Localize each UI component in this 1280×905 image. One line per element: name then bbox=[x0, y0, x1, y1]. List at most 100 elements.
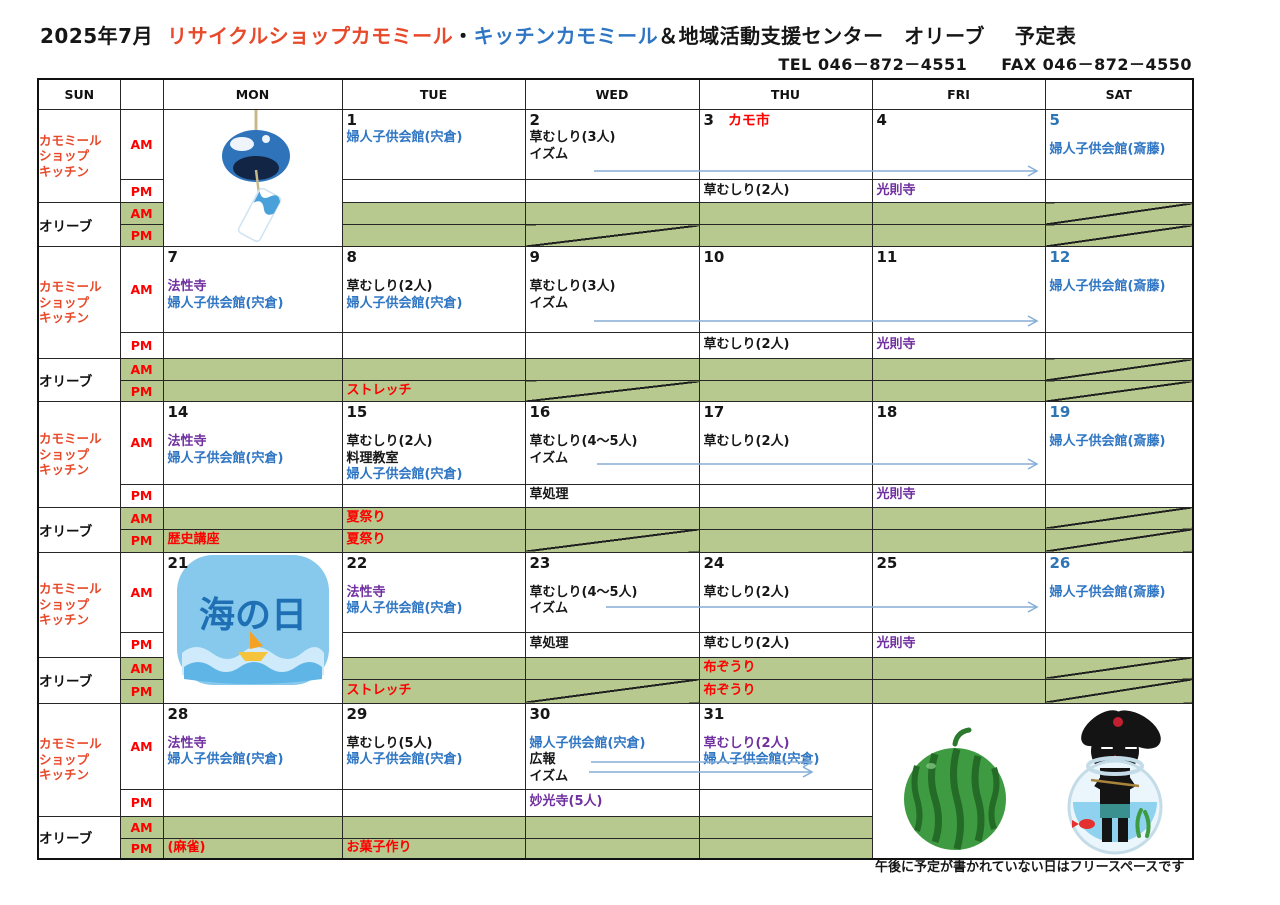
day-number: 8 bbox=[346, 248, 357, 266]
cell-week2-FRI-olive-am bbox=[871, 358, 1046, 381]
cell-week1-FRI-am: 4 bbox=[871, 109, 1046, 180]
event-entry: 草むしり(2人) bbox=[346, 279, 433, 294]
event-entry: 草むしり(4～5人) bbox=[529, 434, 638, 449]
label-am-olive-week5: AM bbox=[119, 815, 164, 839]
event-entry: 光則寺 bbox=[876, 337, 916, 353]
label-shop-week5: カモミール ショップ キッチン bbox=[37, 702, 121, 817]
event-entry: 草処理 bbox=[529, 487, 569, 503]
event-entry: 婦人子供会館(宍倉) bbox=[703, 752, 820, 767]
header-wed: WED bbox=[524, 78, 700, 110]
label-shop-week1: カモミール ショップ キッチン bbox=[37, 109, 121, 203]
watermelon-rabbit-illustration bbox=[873, 704, 1192, 856]
event-entry: 布ぞうり bbox=[703, 682, 756, 698]
cell-week1-WED-pm bbox=[524, 179, 700, 203]
cell-week3-TUE-pm bbox=[341, 483, 526, 508]
event-entry: 草むしり(3人) bbox=[529, 279, 616, 294]
wind-chime-illustration bbox=[164, 110, 341, 243]
label-olive-week1: オリーブ bbox=[37, 202, 121, 247]
cell-week2-FRI-pm: 光則寺 bbox=[871, 332, 1046, 359]
cell-week5-MON-olive-am bbox=[162, 815, 343, 839]
label-pm-olive-week1: PM bbox=[119, 224, 164, 247]
cell-week2-THU-olive-pm bbox=[698, 380, 873, 402]
day-number: 3 bbox=[703, 111, 714, 129]
cell-week1-WED-am: 2 草むしり(3人) イズム bbox=[524, 109, 700, 180]
event-entry: イズム bbox=[529, 295, 569, 311]
cell-week1-THU-olive-pm bbox=[698, 224, 873, 247]
event-entry: 広報 bbox=[529, 752, 556, 767]
cell-week4-THU-olive-pm: 布ぞうり bbox=[698, 678, 873, 704]
cell-week4-THU-olive-am: 布ぞうり bbox=[698, 656, 873, 680]
cell-week2-SAT-pm bbox=[1044, 332, 1194, 359]
cell-week1-SAT-pm bbox=[1044, 179, 1194, 203]
header-sat: SAT bbox=[1044, 78, 1194, 110]
label-am-shop-week4: AM bbox=[119, 551, 164, 633]
day-number: 11 bbox=[876, 248, 898, 266]
cell-week3-THU-pm bbox=[698, 483, 873, 508]
cell-week2-SAT-olive-pm bbox=[1044, 380, 1194, 402]
cell-week1-TUE-pm bbox=[341, 179, 526, 203]
footer-note: 午後に予定が書かれていない日はフリースペースです bbox=[875, 860, 1185, 875]
event-entry: 夏祭り bbox=[346, 509, 386, 525]
event-entry: 布ぞうり bbox=[703, 659, 756, 675]
label-pm-shop-week1: PM bbox=[119, 179, 164, 203]
title-suffix: 予定表 bbox=[1014, 24, 1077, 48]
header-thu: THU bbox=[698, 78, 873, 110]
cell-week3-FRI-olive-am bbox=[871, 506, 1046, 530]
label-shop-week3: カモミール ショップ キッチン bbox=[37, 401, 121, 508]
day-number: 10 bbox=[703, 248, 725, 266]
cell-week4-TUE-olive-am bbox=[341, 656, 526, 680]
cell-week1-FRI-olive-am bbox=[871, 202, 1046, 225]
title-separator-dot: ・ bbox=[453, 24, 474, 48]
cell-week5-MON-pm bbox=[162, 788, 343, 817]
cell-week1-TUE-olive-pm bbox=[341, 224, 526, 247]
cell-week4-FRI-olive-am bbox=[871, 656, 1046, 680]
cell-week2-WED-pm bbox=[524, 332, 700, 359]
event-entry: 草むしり(3人) bbox=[529, 130, 616, 145]
cell-week5-WED-olive-pm bbox=[524, 837, 700, 860]
day-badge-kamoichi: カモ市 bbox=[727, 113, 770, 129]
cell-week1-WED-olive-am bbox=[524, 202, 700, 225]
event-entry: 草むしり(5人) bbox=[346, 735, 433, 751]
cell-week4-FRI-pm: 光則寺 bbox=[871, 631, 1046, 658]
cell-week3-MON-pm bbox=[162, 483, 343, 508]
event-entry: 草むしり(2人) bbox=[703, 337, 790, 353]
page-title: 2025年7月 リサイクルショップカモミール・キッチンカモミール＆地域活動支援セン… bbox=[40, 20, 1076, 49]
label-pm-shop-week5: PM bbox=[119, 788, 164, 817]
event-entry: 夏祭り bbox=[346, 532, 386, 548]
cell-week1-FRI-pm: 光則寺 bbox=[871, 179, 1046, 203]
day-number: 31 bbox=[703, 704, 725, 723]
event-entry: (麻雀) bbox=[167, 840, 206, 855]
event-entry: 妙光寺(5人) bbox=[529, 794, 603, 810]
event-entry: 法性寺 bbox=[167, 434, 207, 449]
schedule-table: SUN MON TUE WED THU FRI SAT カモミール ショップ キッチン AM 1 婦人… bbox=[37, 78, 1194, 860]
cell-week5-WED-pm: 妙光寺(5人) bbox=[524, 788, 700, 817]
svg-text:海の日: 海の日 bbox=[198, 595, 306, 636]
cell-week3-SAT-pm bbox=[1044, 483, 1194, 508]
cell-week1-SAT-olive-am bbox=[1044, 202, 1194, 225]
label-shop-week2: カモミール ショップ キッチン bbox=[37, 246, 121, 359]
cell-week4-SAT-am: 26 婦人子供会館(斎藤) bbox=[1044, 551, 1194, 633]
cell-week2-THU-olive-am bbox=[698, 358, 873, 381]
event-entry: 婦人子供会館(斎藤) bbox=[1049, 584, 1166, 600]
cell-week3-TUE-olive-pm: 夏祭り bbox=[341, 528, 526, 553]
cell-week4-THU-pm: 草むしり(2人) bbox=[698, 631, 873, 658]
cell-week5-TUE-olive-am bbox=[341, 815, 526, 839]
cell-week5-TUE-pm bbox=[341, 788, 526, 817]
event-entry: 草むしり(2人) bbox=[703, 735, 790, 751]
cell-week3-THU-olive-am bbox=[698, 506, 873, 530]
label-am-shop-week5: AM bbox=[119, 702, 164, 790]
cell-week5-MON-olive-pm: (麻雀) bbox=[162, 837, 343, 860]
event-entry: 婦人子供会館(宍倉) bbox=[346, 752, 463, 767]
cell-week2-TUE-olive-am bbox=[341, 358, 526, 381]
day-number: 22 bbox=[346, 553, 368, 572]
day-number: 17 bbox=[703, 403, 725, 421]
cell-week4-FRI-am: 25 bbox=[871, 551, 1046, 633]
title-recycle-shop-name: リサイクルショップカモミール bbox=[167, 24, 454, 48]
day-number: 15 bbox=[346, 403, 368, 421]
day-number: 16 bbox=[529, 403, 551, 421]
event-entry: 婦人子供会館(宍倉) bbox=[346, 295, 463, 311]
cell-week5-WED-am: 30 婦人子供会館(宍倉) 広報 イズム bbox=[524, 702, 700, 790]
cell-week1-WED-olive-pm bbox=[524, 224, 700, 247]
cell-week1-TUE-am: 1 婦人子供会館(宍倉) bbox=[341, 109, 526, 180]
cell-week1-THU-pm: 草むしり(2人) bbox=[698, 179, 873, 203]
